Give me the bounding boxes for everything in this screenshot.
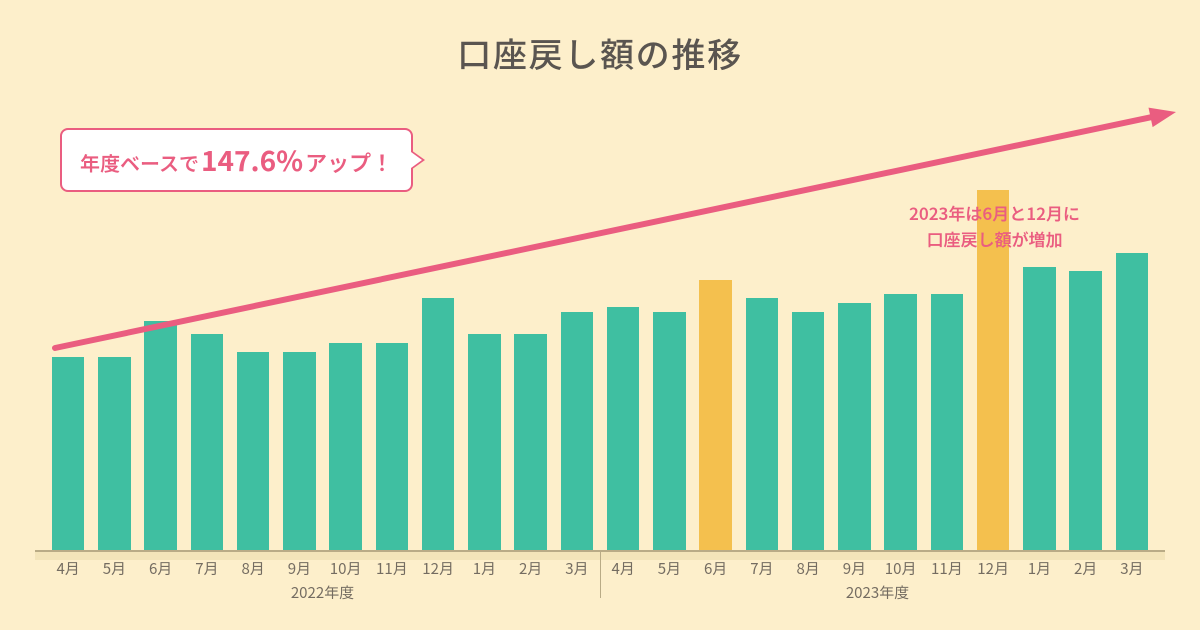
bar-slot	[785, 100, 831, 550]
bar	[1069, 271, 1101, 550]
bar	[329, 343, 361, 550]
chart-title: 口座戻し額の推移	[0, 28, 1200, 77]
year-label: 2023年度	[600, 582, 1155, 603]
x-tick-label: 3月	[1109, 558, 1155, 579]
x-tick-label: 11月	[369, 558, 415, 579]
bar	[746, 298, 778, 550]
bar-slot	[1109, 100, 1155, 550]
bar	[422, 298, 454, 550]
bar-slot	[970, 100, 1016, 550]
x-tick-label: 10月	[878, 558, 924, 579]
x-tick-label: 6月	[693, 558, 739, 579]
note-line-2: 口座戻し額が増加	[909, 226, 1080, 252]
callout-percent: 147.6%	[201, 140, 303, 180]
x-tick-label: 3月	[554, 558, 600, 579]
bar	[699, 280, 731, 550]
x-tick-label: 11月	[924, 558, 970, 579]
bar-slot	[508, 100, 554, 550]
bar	[191, 334, 223, 550]
bar	[468, 334, 500, 550]
bar-slot	[600, 100, 646, 550]
bar-slot	[924, 100, 970, 550]
x-tick-label: 1月	[461, 558, 507, 579]
bar	[514, 334, 546, 550]
x-tick-label: 4月	[600, 558, 646, 579]
bar-slot	[646, 100, 692, 550]
bar-slot	[1016, 100, 1062, 550]
bar	[52, 357, 84, 551]
x-tick-label: 9月	[831, 558, 877, 579]
x-tick-label: 8月	[785, 558, 831, 579]
note-line-1: 2023年は6月と12月に	[909, 200, 1080, 226]
callout-suffix: アップ！	[305, 146, 393, 178]
x-tick-label: 12月	[415, 558, 461, 579]
bar	[931, 294, 963, 551]
x-tick-label: 5月	[91, 558, 137, 579]
bar	[884, 294, 916, 551]
bar	[653, 312, 685, 551]
bar-slot	[554, 100, 600, 550]
x-tick-label: 2月	[1063, 558, 1109, 579]
x-tick-label: 4月	[45, 558, 91, 579]
x-tick-label: 1月	[1016, 558, 1062, 579]
x-tick-label: 7月	[184, 558, 230, 579]
bar-slot	[693, 100, 739, 550]
bar	[607, 307, 639, 550]
bar	[376, 343, 408, 550]
x-tick-label: 6月	[138, 558, 184, 579]
bar-slot	[831, 100, 877, 550]
callout-tail	[411, 150, 425, 170]
bar	[98, 357, 130, 551]
x-tick-label: 8月	[230, 558, 276, 579]
highlight-note: 2023年は6月と12月に 口座戻し額が増加	[909, 200, 1080, 251]
bar	[237, 352, 269, 550]
bar	[838, 303, 870, 551]
bar	[144, 321, 176, 551]
x-tick-label: 2月	[508, 558, 554, 579]
bar	[283, 352, 315, 550]
callout-badge: 年度ベースで 147.6% アップ！	[60, 128, 413, 192]
bar	[1116, 253, 1148, 550]
x-tick-label: 7月	[739, 558, 785, 579]
bar-slot	[461, 100, 507, 550]
x-tick-label: 12月	[970, 558, 1016, 579]
bar	[1023, 267, 1055, 551]
callout-prefix: 年度ベースで	[80, 148, 199, 177]
year-divider	[600, 552, 601, 598]
bar	[561, 312, 593, 551]
bar	[792, 312, 824, 551]
x-tick-label: 5月	[646, 558, 692, 579]
x-tick-label: 10月	[323, 558, 369, 579]
bar-slot	[739, 100, 785, 550]
year-label: 2022年度	[45, 582, 600, 603]
bar-slot	[878, 100, 924, 550]
bar-slot	[1063, 100, 1109, 550]
x-tick-label: 9月	[276, 558, 322, 579]
